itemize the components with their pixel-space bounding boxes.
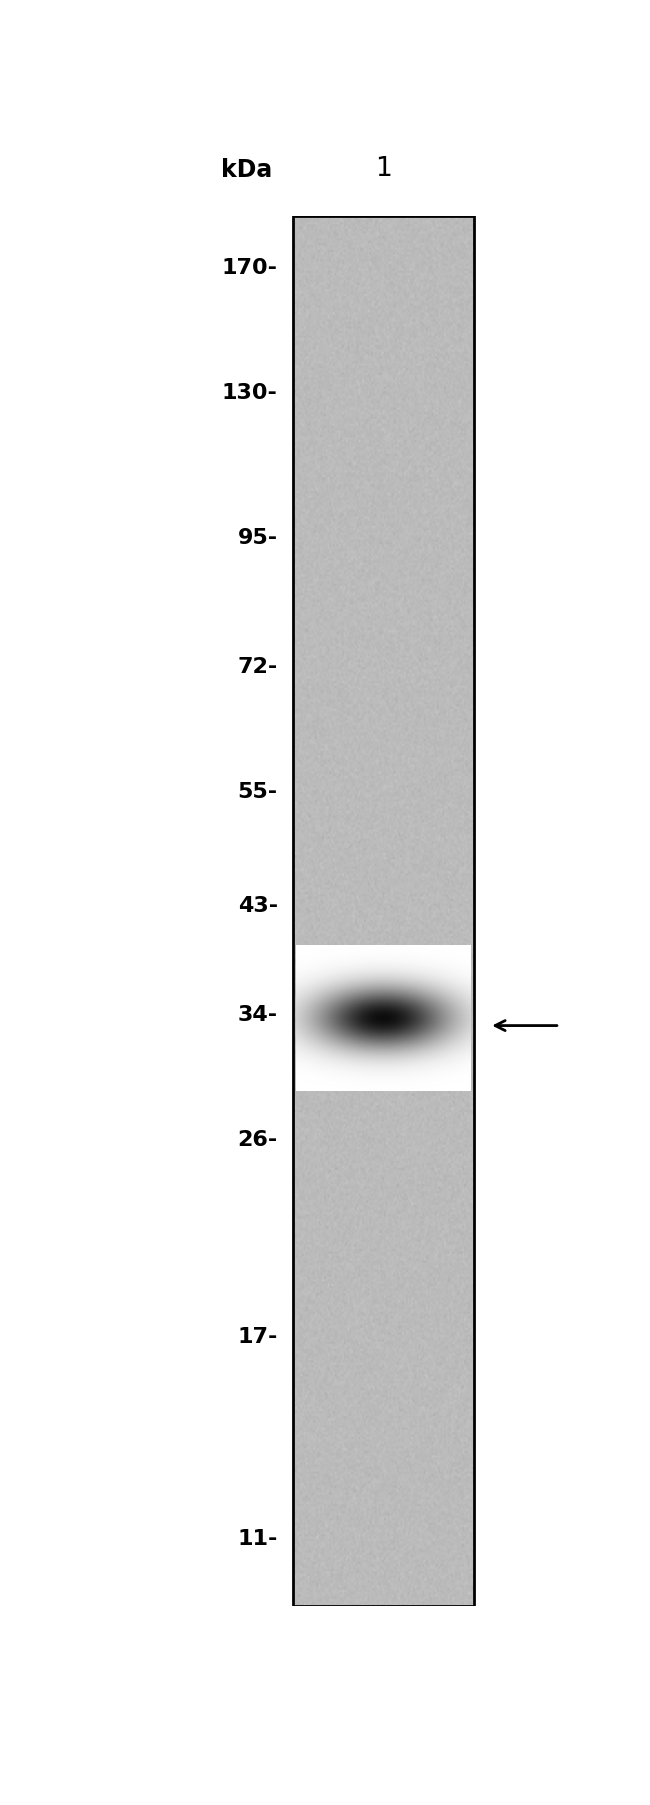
Text: 72-: 72- xyxy=(237,657,278,677)
Text: 170-: 170- xyxy=(222,258,278,278)
Text: 34-: 34- xyxy=(238,1005,278,1025)
Text: 95-: 95- xyxy=(238,529,278,549)
Text: 1: 1 xyxy=(375,155,392,182)
Text: 17-: 17- xyxy=(237,1327,278,1347)
Text: kDa: kDa xyxy=(222,157,273,182)
Text: 130-: 130- xyxy=(222,383,278,403)
Text: 11-: 11- xyxy=(237,1529,278,1549)
Text: 26-: 26- xyxy=(237,1130,278,1150)
Bar xyxy=(292,217,474,1606)
Text: 43-: 43- xyxy=(238,895,278,915)
Text: 55-: 55- xyxy=(238,782,278,801)
